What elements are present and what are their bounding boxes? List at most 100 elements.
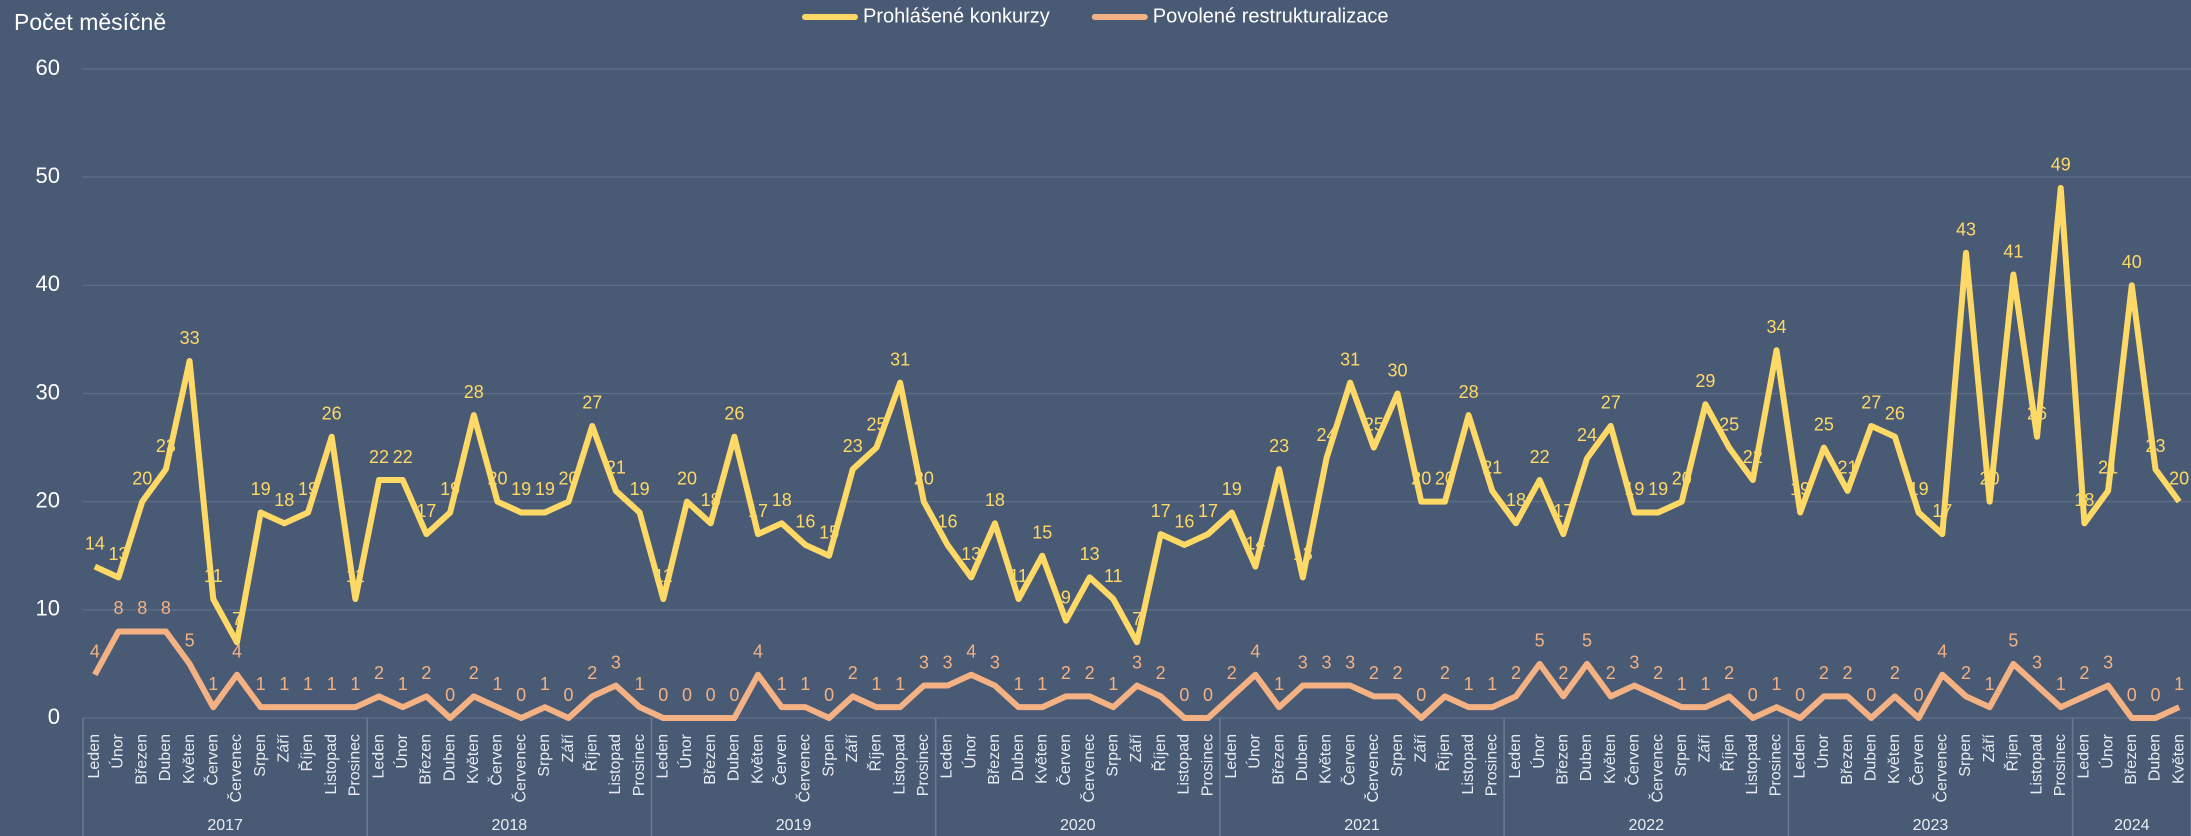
x-tick-label: Září — [1697, 733, 1714, 762]
y-tick-label: 20 — [36, 487, 60, 512]
data-label: 41 — [2003, 241, 2023, 261]
x-tick-label: Březen — [418, 734, 435, 785]
data-label: 0 — [1914, 685, 1924, 705]
data-label: 17 — [416, 501, 436, 521]
data-label: 2 — [374, 663, 384, 683]
data-label: 19 — [440, 479, 460, 499]
data-label: 2 — [1156, 663, 1166, 683]
x-tick-label: Březen — [1839, 734, 1856, 785]
data-label: 27 — [582, 393, 602, 413]
legend-label: Povolené restrukturalizace — [1153, 5, 1389, 27]
year-label: 2018 — [492, 817, 528, 834]
data-label: 25 — [866, 414, 886, 434]
data-label: 4 — [1937, 641, 1947, 661]
data-label: 1 — [540, 674, 550, 694]
data-label: 21 — [2098, 458, 2118, 478]
series-line — [92, 628, 2181, 721]
data-label: 2 — [1227, 663, 1237, 683]
x-tick-label: Prosinec — [631, 734, 648, 796]
data-label: 2 — [1369, 663, 1379, 683]
data-label: 1 — [1274, 674, 1284, 694]
x-tick-label: Červen — [1908, 734, 1927, 786]
data-label: 3 — [1345, 652, 1355, 672]
data-label: 20 — [132, 468, 152, 488]
data-label: 18 — [1506, 490, 1526, 510]
series-line — [93, 184, 2182, 646]
data-label: 0 — [1795, 685, 1805, 705]
data-label: 22 — [393, 447, 413, 467]
x-tick-label: Září — [1128, 733, 1145, 762]
data-label: 19 — [1909, 479, 1929, 499]
year-label: 2020 — [1060, 817, 1096, 834]
x-tick-label: Květen — [2170, 734, 2187, 784]
data-label: 31 — [890, 349, 910, 369]
x-tick-label: Duben — [1578, 734, 1595, 781]
data-label: 8 — [137, 598, 147, 618]
data-label: 3 — [1298, 652, 1308, 672]
data-label: 11 — [654, 566, 673, 586]
data-label: 2 — [1961, 663, 1971, 683]
x-tick-label: Květen — [1033, 734, 1050, 784]
data-label: 2 — [1653, 663, 1663, 683]
data-label: 11 — [346, 566, 365, 586]
data-label: 1 — [350, 674, 360, 694]
y-tick-label: 40 — [36, 271, 60, 296]
data-label: 4 — [1250, 641, 1260, 661]
x-tick-label: Červen — [771, 734, 790, 786]
x-tick-label: Říjen — [1434, 734, 1453, 771]
data-label: 21 — [1838, 458, 1858, 478]
data-label: 19 — [1222, 479, 1242, 499]
x-tick-label: Únor — [108, 733, 127, 768]
data-label: 2 — [848, 663, 858, 683]
data-label: 3 — [611, 652, 621, 672]
data-label: 2 — [587, 663, 597, 683]
y-tick-label: 10 — [36, 596, 60, 621]
data-label: 14 — [85, 533, 105, 553]
x-tick-label: Listopad — [323, 734, 340, 795]
data-label: 18 — [985, 490, 1005, 510]
data-label: 19 — [1624, 479, 1644, 499]
data-label: 22 — [369, 447, 389, 467]
data-label: 9 — [1061, 587, 1071, 607]
data-label: 20 — [559, 468, 579, 488]
data-label: 1 — [208, 674, 218, 694]
x-tick-label: Leden — [1791, 734, 1808, 779]
data-label: 19 — [251, 479, 271, 499]
data-label: 1 — [800, 674, 810, 694]
data-label: 25 — [1719, 414, 1739, 434]
data-label: 1 — [1771, 674, 1781, 694]
data-label: 27 — [1601, 393, 1621, 413]
data-label: 3 — [919, 652, 929, 672]
x-tick-label: Červenec — [1932, 734, 1951, 802]
data-label: 23 — [843, 436, 863, 456]
x-tick-label: Květen — [1886, 734, 1903, 784]
data-label: 31 — [1340, 349, 1360, 369]
x-tick-label: Únor — [960, 733, 979, 768]
data-label: 1 — [1037, 674, 1047, 694]
x-tick-label: Březen — [2123, 734, 2140, 785]
x-tick-label: Květen — [1318, 734, 1335, 784]
data-label: 0 — [824, 685, 834, 705]
data-label: 1 — [279, 674, 289, 694]
data-label: 18 — [701, 490, 721, 510]
x-tick-label: Září — [276, 733, 293, 762]
data-label: 2 — [421, 663, 431, 683]
x-tick-label: Duben — [1010, 734, 1027, 781]
x-tick-label: Srpen — [1105, 734, 1122, 777]
x-tick-label: Listopad — [891, 734, 908, 795]
data-label: 1 — [2056, 674, 2066, 694]
data-label: 34 — [1766, 317, 1786, 337]
data-label: 23 — [1269, 436, 1289, 456]
data-label: 0 — [1203, 685, 1213, 705]
data-label: 20 — [677, 468, 697, 488]
x-tick-label: Březen — [702, 734, 719, 785]
data-label: 0 — [564, 685, 574, 705]
x-tick-label: Srpen — [820, 734, 837, 777]
data-label: 2 — [2079, 663, 2089, 683]
x-tick-label: Duben — [1862, 734, 1879, 781]
year-label: 2024 — [2114, 817, 2150, 834]
data-label: 3 — [1321, 652, 1331, 672]
x-tick-label: Červen — [487, 734, 506, 786]
x-tick-label: Listopad — [1744, 734, 1761, 795]
